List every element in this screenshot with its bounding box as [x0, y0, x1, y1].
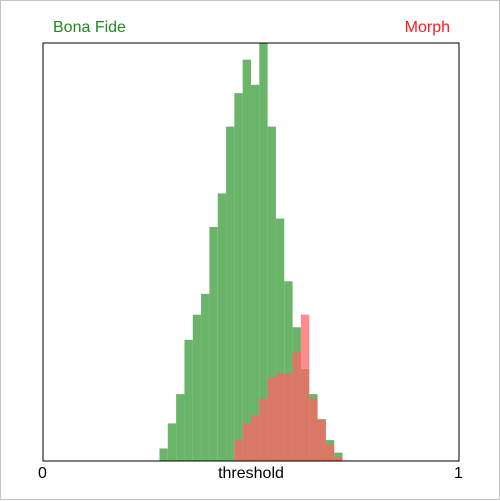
histogram-bar [217, 193, 227, 462]
histogram-bar [242, 423, 251, 461]
histogram-bar [167, 423, 177, 461]
histogram-bar [275, 218, 285, 461]
histogram-bar [209, 226, 218, 461]
plot-area-frame [42, 42, 460, 462]
histogram-bar [275, 373, 285, 461]
histogram-bar [184, 339, 193, 461]
x-axis-label: threshold [218, 465, 284, 482]
histogram-bar [201, 293, 210, 461]
histogram-bar [284, 281, 293, 461]
series-morph [234, 314, 343, 461]
histogram-bar [159, 448, 168, 461]
histogram-bar [300, 314, 310, 461]
histogram-bar [267, 126, 276, 461]
histogram-bar [176, 394, 185, 461]
histogram-bar [267, 377, 276, 461]
histogram-bar [259, 398, 268, 461]
legend-bona-fide: Bona Fide [53, 19, 126, 36]
histogram-bar [242, 59, 251, 461]
histogram-bar [226, 126, 235, 461]
histogram-bar [325, 444, 335, 461]
histogram-bar [234, 93, 243, 461]
bars-layer [159, 43, 343, 462]
histogram-bar [251, 415, 260, 461]
histogram-bar [317, 419, 326, 461]
histogram-bar [284, 373, 293, 461]
histogram-bar [251, 84, 260, 462]
legend-morph: Morph [404, 19, 450, 36]
histogram-bar [192, 314, 202, 461]
x-tick-label: 1 [454, 465, 463, 482]
histogram-bar [334, 456, 343, 461]
histogram-bar [259, 43, 268, 461]
histogram-bar [292, 352, 301, 461]
histogram-bar [309, 398, 318, 461]
histogram-bar [234, 440, 243, 461]
x-tick-label: 0 [38, 465, 47, 482]
